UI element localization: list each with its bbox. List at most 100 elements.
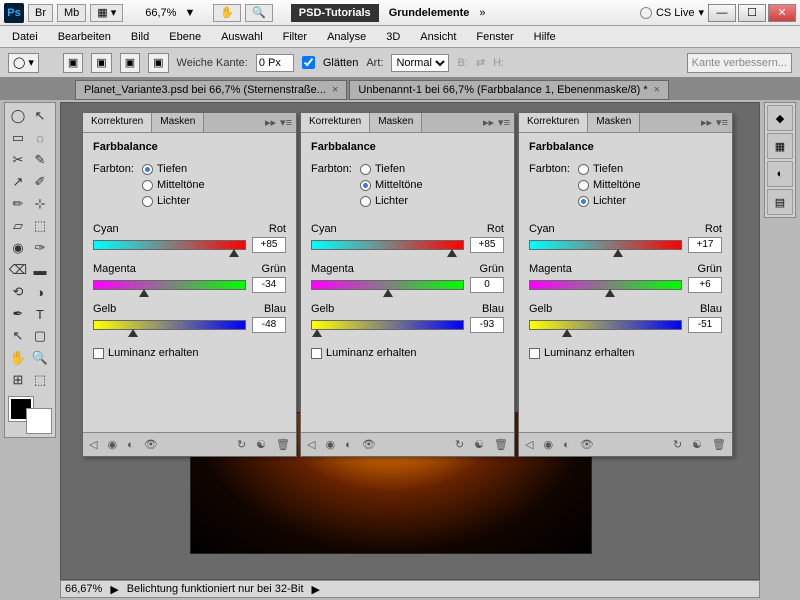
radio-0[interactable]: Tiefen (578, 163, 641, 175)
layers-panel-icon[interactable]: ▤ (767, 189, 793, 215)
back-icon[interactable]: ◁ (307, 438, 315, 451)
max-btn[interactable]: ☐ (738, 4, 766, 22)
radio-0[interactable]: Tiefen (360, 163, 423, 175)
slider-0[interactable] (529, 240, 682, 250)
slider-0[interactable] (311, 240, 464, 250)
bg-swatch[interactable] (27, 409, 51, 433)
eye-icon[interactable]: ◉ (325, 438, 335, 451)
art-select[interactable]: Normal (391, 54, 449, 72)
adjust-panel-icon[interactable]: ◐ (767, 161, 793, 187)
slider-val-2[interactable]: -51 (688, 317, 722, 333)
zoom-btn[interactable]: 🔍 (245, 4, 273, 22)
tab-masken[interactable]: Masken (370, 113, 422, 132)
tab-korrekturen[interactable]: Korrekturen (519, 113, 588, 132)
view-btn[interactable]: ▦ ▾ (90, 4, 123, 22)
color-panel-icon[interactable]: ◆ (767, 105, 793, 131)
tool-17[interactable]: ◑ (29, 281, 51, 303)
reset-icon[interactable]: ↻ (673, 438, 682, 451)
slider-val-0[interactable]: +17 (688, 237, 722, 253)
tab-masken[interactable]: Masken (588, 113, 640, 132)
tool-7[interactable]: ✐ (29, 171, 51, 193)
trash-icon[interactable]: 🗑 (276, 438, 290, 451)
tool-19[interactable]: T (29, 303, 51, 325)
radio-0[interactable]: Tiefen (142, 163, 205, 175)
more-chev[interactable]: » (479, 7, 485, 19)
menu-hilfe[interactable]: Hilfe (530, 29, 560, 45)
back-icon[interactable]: ◁ (89, 438, 97, 451)
view-icon[interactable]: 👁 (362, 438, 376, 451)
tool-14[interactable]: ⌫ (7, 259, 29, 281)
br-btn[interactable]: Br (28, 4, 53, 22)
radio-1[interactable]: Mitteltöne (360, 179, 423, 191)
cs-live[interactable]: CS Live (656, 7, 695, 19)
tool-3[interactable]: ◌ (29, 127, 51, 149)
tool-12[interactable]: ◉ (7, 237, 29, 259)
slider-1[interactable] (529, 280, 682, 290)
menu-bild[interactable]: Bild (127, 29, 153, 45)
menu-filter[interactable]: Filter (279, 29, 311, 45)
menu-ebene[interactable]: Ebene (165, 29, 205, 45)
luminanz-chk[interactable]: Luminanz erhalten (311, 347, 504, 359)
menu-datei[interactable]: Datei (8, 29, 42, 45)
glatten-chk[interactable] (302, 56, 315, 69)
collapse-icon[interactable]: ▸▸ (483, 116, 494, 129)
close-btn[interactable]: ✕ (768, 4, 796, 22)
luminanz-chk[interactable]: Luminanz erhalten (529, 347, 722, 359)
tab-close-icon[interactable]: × (654, 84, 660, 96)
slider-val-0[interactable]: +85 (252, 237, 286, 253)
slider-val-1[interactable]: +6 (688, 277, 722, 293)
tool-1[interactable]: ↖ (29, 105, 51, 127)
menu-fenster[interactable]: Fenster (472, 29, 517, 45)
tool-5[interactable]: ✎ (29, 149, 51, 171)
tool-25[interactable]: ⬚ (29, 369, 51, 391)
tab-korrekturen[interactable]: Korrekturen (83, 113, 152, 132)
tool-2[interactable]: ▭ (7, 127, 29, 149)
tool-18[interactable]: ✒ (7, 303, 29, 325)
tool-13[interactable]: ✑ (29, 237, 51, 259)
menu-ansicht[interactable]: Ansicht (416, 29, 460, 45)
reset-icon[interactable]: ↻ (455, 438, 464, 451)
link-icon[interactable]: ☯ (474, 438, 484, 451)
slider-val-2[interactable]: -93 (470, 317, 504, 333)
mb-btn[interactable]: Mb (57, 4, 86, 22)
slider-val-1[interactable]: -34 (252, 277, 286, 293)
luminanz-chk[interactable]: Luminanz erhalten (93, 347, 286, 359)
eye-icon[interactable]: ◉ (107, 438, 117, 451)
tool-8[interactable]: ✏ (7, 193, 29, 215)
tool-21[interactable]: ▢ (29, 325, 51, 347)
sel-sub[interactable]: ▣ (120, 53, 140, 73)
view-icon[interactable]: 👁 (580, 438, 594, 451)
tab-close-icon[interactable]: × (332, 84, 338, 96)
tool-15[interactable]: ▬ (29, 259, 51, 281)
tool-4[interactable]: ✂ (7, 149, 29, 171)
tool-22[interactable]: ✋ (7, 347, 29, 369)
hand-btn[interactable]: ✋ (213, 4, 241, 22)
reset-icon[interactable]: ↻ (237, 438, 246, 451)
collapse-icon[interactable]: ▸▸ (265, 116, 276, 129)
back-icon[interactable]: ◁ (525, 438, 533, 451)
tab-korrekturen[interactable]: Korrekturen (301, 113, 370, 132)
tool-24[interactable]: ⊞ (7, 369, 29, 391)
radio-2[interactable]: Lichter (578, 195, 641, 207)
link-icon[interactable]: ☯ (692, 438, 702, 451)
menu-analyse[interactable]: Analyse (323, 29, 370, 45)
doc-tab-0[interactable]: Planet_Variante3.psd bei 66,7% (Sternens… (75, 80, 347, 100)
trash-icon[interactable]: 🗑 (712, 438, 726, 451)
clip-icon[interactable]: ◐ (563, 439, 570, 451)
clip-icon[interactable]: ◐ (345, 439, 352, 451)
radio-1[interactable]: Mitteltöne (578, 179, 641, 191)
trash-icon[interactable]: 🗑 (494, 438, 508, 451)
slider-0[interactable] (93, 240, 246, 250)
tool-preset[interactable]: ◯ ▾ (8, 53, 39, 73)
menu-auswahl[interactable]: Auswahl (217, 29, 267, 45)
tool-10[interactable]: ▱ (7, 215, 29, 237)
tool-16[interactable]: ⟲ (7, 281, 29, 303)
slider-val-0[interactable]: +85 (470, 237, 504, 253)
swatches-panel-icon[interactable]: ▦ (767, 133, 793, 159)
doc-tab-1[interactable]: Unbenannt-1 bei 66,7% (Farbbalance 1, Eb… (349, 80, 669, 100)
slider-2[interactable] (529, 320, 682, 330)
link-icon[interactable]: ☯ (256, 438, 266, 451)
menu-icon[interactable]: ▾≡ (716, 116, 728, 129)
tool-9[interactable]: ⊹ (29, 193, 51, 215)
slider-1[interactable] (311, 280, 464, 290)
